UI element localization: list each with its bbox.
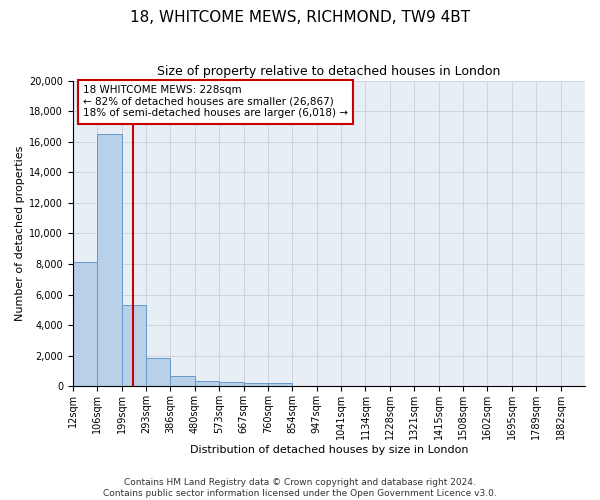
- Bar: [122, 306, 146, 386]
- Bar: [268, 384, 292, 386]
- Bar: [97, 134, 122, 386]
- Bar: [244, 383, 268, 386]
- Text: 18, WHITCOME MEWS, RICHMOND, TW9 4BT: 18, WHITCOME MEWS, RICHMOND, TW9 4BT: [130, 10, 470, 25]
- Y-axis label: Number of detached properties: Number of detached properties: [15, 146, 25, 321]
- Title: Size of property relative to detached houses in London: Size of property relative to detached ho…: [157, 65, 500, 78]
- X-axis label: Distribution of detached houses by size in London: Distribution of detached houses by size …: [190, 445, 468, 455]
- Bar: [219, 382, 244, 386]
- Text: Contains HM Land Registry data © Crown copyright and database right 2024.
Contai: Contains HM Land Registry data © Crown c…: [103, 478, 497, 498]
- Text: 18 WHITCOME MEWS: 228sqm
← 82% of detached houses are smaller (26,867)
18% of se: 18 WHITCOME MEWS: 228sqm ← 82% of detach…: [83, 85, 348, 118]
- Bar: [170, 376, 195, 386]
- Bar: [73, 262, 97, 386]
- Bar: [195, 380, 219, 386]
- Bar: [146, 358, 170, 386]
